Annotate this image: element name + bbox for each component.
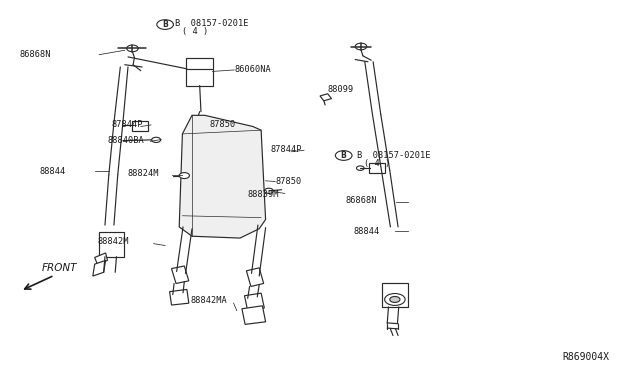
Text: 88839M: 88839M: [247, 190, 278, 199]
Circle shape: [390, 296, 400, 302]
FancyBboxPatch shape: [132, 121, 148, 131]
Text: B: B: [162, 20, 168, 29]
Text: 87850: 87850: [275, 177, 301, 186]
Text: 87844P: 87844P: [270, 145, 301, 154]
Text: 87844P: 87844P: [112, 121, 143, 129]
FancyBboxPatch shape: [186, 58, 213, 86]
Polygon shape: [170, 289, 189, 305]
Circle shape: [385, 294, 405, 305]
Circle shape: [127, 45, 138, 52]
Polygon shape: [246, 268, 264, 286]
Text: 88844: 88844: [40, 167, 66, 176]
Text: 88824M: 88824M: [128, 169, 159, 178]
Polygon shape: [179, 115, 266, 238]
Polygon shape: [320, 94, 332, 101]
Text: 88842MA: 88842MA: [191, 296, 227, 305]
Circle shape: [356, 166, 364, 170]
Text: B  08157-0201E: B 08157-0201E: [175, 19, 248, 28]
Polygon shape: [244, 293, 264, 311]
FancyBboxPatch shape: [99, 232, 124, 257]
FancyBboxPatch shape: [382, 283, 408, 307]
Polygon shape: [95, 253, 108, 264]
Circle shape: [264, 188, 273, 193]
Text: 88099: 88099: [327, 85, 353, 94]
Circle shape: [335, 151, 352, 160]
Text: ( 4 ): ( 4 ): [182, 27, 209, 36]
Text: 87850: 87850: [210, 120, 236, 129]
Text: ( 4 ): ( 4 ): [364, 159, 390, 168]
Text: 86060NA: 86060NA: [235, 65, 271, 74]
Polygon shape: [93, 260, 106, 276]
Circle shape: [355, 43, 367, 50]
Text: 88840BA: 88840BA: [108, 136, 144, 145]
Text: 86868N: 86868N: [346, 196, 377, 205]
Polygon shape: [172, 266, 189, 283]
Text: B  08157-0201E: B 08157-0201E: [357, 151, 431, 160]
Text: B: B: [340, 151, 346, 160]
Text: 88842M: 88842M: [97, 237, 129, 246]
Text: FRONT: FRONT: [42, 263, 77, 273]
FancyBboxPatch shape: [369, 163, 385, 173]
Text: 86868N: 86868N: [19, 50, 51, 59]
Polygon shape: [242, 306, 266, 324]
Text: 88844: 88844: [353, 227, 380, 236]
Text: R869004X: R869004X: [562, 352, 609, 362]
Circle shape: [157, 20, 173, 29]
Circle shape: [152, 137, 161, 142]
Circle shape: [179, 173, 189, 179]
